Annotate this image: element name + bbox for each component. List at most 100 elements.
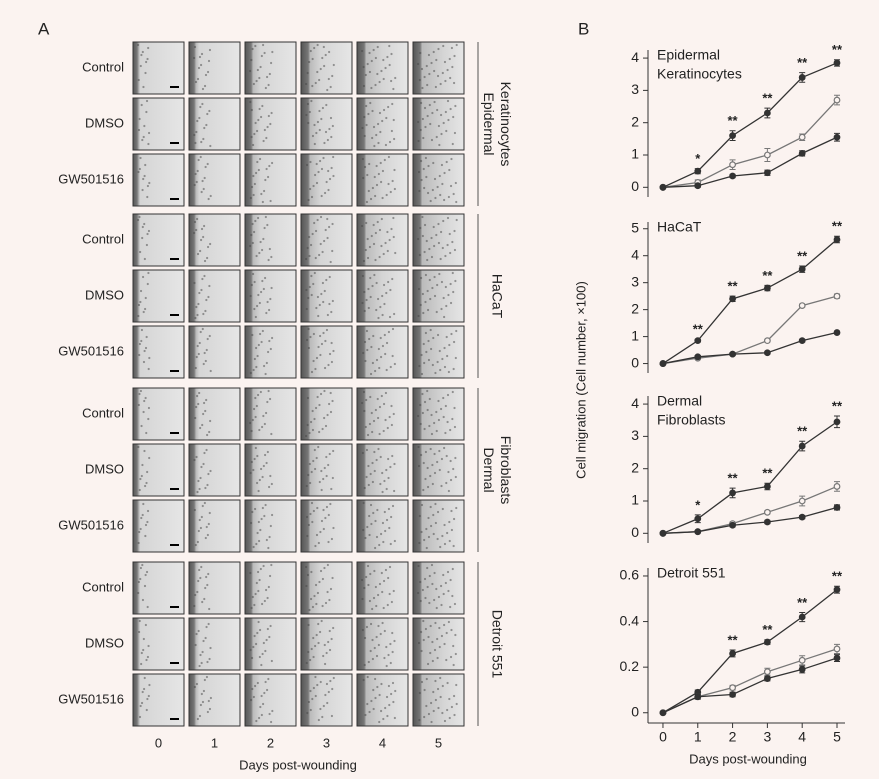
cell-speck — [202, 462, 205, 466]
micrograph — [132, 673, 185, 727]
cell-speck — [148, 181, 151, 185]
series-line — [662, 136, 838, 188]
cell-speck — [324, 516, 327, 520]
micrograph — [188, 153, 241, 207]
cell-speck — [389, 288, 392, 292]
cell-speck — [325, 651, 328, 655]
cell-speck — [449, 605, 452, 609]
cell-speck — [329, 679, 332, 683]
micrograph — [244, 561, 297, 615]
cell-speck — [258, 157, 262, 161]
cell-speck — [427, 712, 431, 716]
cell-speck — [375, 183, 379, 187]
cell-speck — [384, 241, 387, 245]
cell-speck — [392, 87, 395, 91]
micrograph — [300, 443, 353, 497]
cell-speck — [424, 331, 428, 335]
cell-speck — [143, 124, 146, 128]
cell-speck — [431, 363, 434, 367]
cell-speck — [378, 405, 382, 409]
cell-speck — [144, 307, 147, 311]
cell-speck — [141, 236, 144, 240]
micrograph — [132, 41, 185, 95]
cell-speck — [332, 676, 335, 680]
cell-speck — [328, 629, 331, 633]
cell-speck — [141, 563, 144, 567]
cell-speck — [385, 695, 389, 699]
cell-speck — [305, 434, 308, 438]
cell-speck — [206, 533, 209, 537]
cell-speck — [423, 577, 427, 581]
cell-speck — [316, 295, 320, 299]
cell-speck — [418, 253, 421, 257]
cell-speck — [199, 576, 202, 580]
cell-speck — [144, 523, 148, 527]
data-point — [798, 302, 806, 309]
cell-speck — [201, 700, 205, 704]
cell-speck — [321, 56, 324, 60]
cell-speck — [433, 275, 436, 279]
cell-speck — [139, 289, 143, 293]
cell-speck — [382, 108, 386, 112]
row-label: DMSO — [85, 115, 124, 130]
cell-speck — [327, 77, 330, 81]
cell-speck — [431, 659, 434, 663]
cell-speck — [435, 58, 438, 62]
cell-speck — [315, 356, 319, 360]
cell-speck — [418, 691, 421, 695]
panel-label: B — [578, 19, 589, 38]
micrograph — [188, 499, 241, 553]
cell-speck — [307, 296, 310, 300]
cell-speck — [419, 128, 422, 132]
cell-speck — [267, 114, 270, 118]
micrograph — [412, 41, 465, 95]
cell-speck — [426, 114, 429, 118]
y-tick-label: 0.6 — [620, 567, 640, 583]
cell-speck — [325, 474, 328, 478]
cell-speck — [208, 707, 212, 711]
cell-speck — [455, 43, 458, 47]
cell-speck — [388, 592, 391, 596]
cell-speck — [446, 420, 449, 424]
cell-speck — [317, 541, 320, 545]
cell-speck — [309, 243, 313, 247]
cell-speck — [450, 509, 453, 513]
data-point — [694, 693, 702, 701]
cell-speck — [197, 352, 200, 356]
cell-speck — [440, 307, 443, 311]
cell-speck — [371, 136, 374, 140]
cell-speck — [429, 505, 432, 509]
cell-speck — [318, 128, 321, 132]
micrograph — [356, 673, 409, 727]
cell-speck — [145, 658, 148, 662]
cell-speck — [322, 527, 325, 531]
cell-speck — [366, 675, 369, 679]
cell-speck — [446, 393, 450, 397]
cell-speck — [204, 586, 207, 590]
cell-speck — [249, 294, 252, 298]
cell-speck — [199, 526, 202, 530]
cell-speck — [441, 711, 444, 715]
cell-speck — [260, 425, 264, 429]
cell-speck — [139, 577, 142, 581]
cell-speck — [429, 328, 432, 332]
cell-speck — [267, 308, 271, 312]
cell-speck — [258, 251, 261, 255]
cell-speck — [452, 290, 455, 294]
cell-speck — [447, 118, 450, 122]
cell-speck — [318, 253, 321, 257]
cell-speck — [394, 76, 397, 80]
cell-speck — [309, 187, 312, 191]
cell-speck — [312, 332, 315, 336]
cell-speck — [418, 364, 421, 368]
cell-speck — [249, 100, 252, 104]
cell-speck — [204, 73, 208, 77]
cell-speck — [453, 602, 457, 606]
cell-speck — [253, 182, 256, 186]
cell-speck — [382, 58, 385, 62]
cell-speck — [260, 602, 264, 606]
cell-speck — [447, 195, 450, 199]
cell-speck — [368, 533, 371, 537]
cell-speck — [306, 711, 309, 715]
group-label: Dermal — [481, 447, 497, 492]
